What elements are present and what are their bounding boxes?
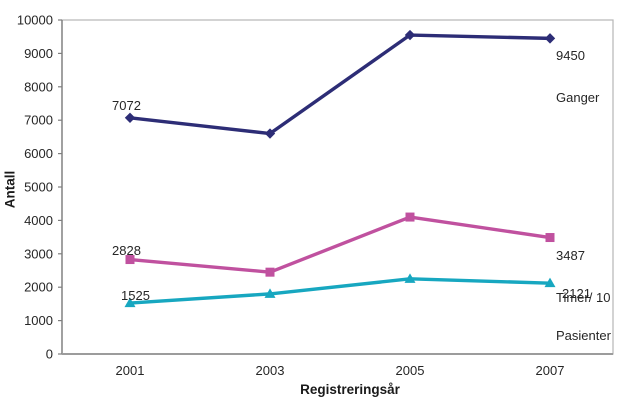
end-label-ganger-series: Ganger (556, 90, 600, 105)
x-tick-label: 2005 (396, 363, 425, 378)
plot-frame (61, 19, 614, 355)
y-tick-label: 9000 (24, 46, 53, 61)
series-line-pasienter (128, 277, 552, 305)
marker-timer (125, 255, 135, 265)
marker-ganger (404, 29, 416, 41)
marker-ganger (264, 128, 276, 139)
marker-pasienter (124, 297, 136, 308)
y-tick-label: 4000 (24, 213, 53, 228)
y-tick-label: 1000 (24, 313, 53, 328)
marker-ganger (124, 112, 136, 123)
marker-timer (545, 233, 555, 243)
marker-timer (405, 212, 415, 222)
x-tick-label: 2003 (256, 363, 285, 378)
end-label-pasienter-value: 2121 (562, 286, 591, 301)
marker-pasienter (264, 288, 276, 298)
marker-timer (265, 267, 275, 277)
end-label-ganger-value: 9450 (556, 48, 585, 63)
series-line-timer (128, 215, 552, 274)
y-tick-label: 7000 (24, 113, 53, 128)
end-label-pasienter-series: Pasienter (556, 328, 611, 343)
start-label-timer: 2828 (112, 243, 141, 258)
y-tick-label: 6000 (24, 146, 53, 161)
end-label-timer-value: 3487 (556, 248, 585, 263)
end-label-pasienter: 2121 Pasienter (556, 259, 611, 371)
start-label-ganger: 7072 (112, 98, 141, 113)
end-label-ganger: 9450 Ganger (556, 21, 599, 133)
end-label-timer-series: Timer/ 10 (556, 290, 611, 305)
y-tick-label: 0 (46, 347, 53, 362)
start-label-pasienter: 1525 (121, 288, 150, 303)
x-tick-label: 2001 (116, 363, 145, 378)
y-tick-label: 10000 (17, 13, 53, 28)
y-tick-label: 8000 (24, 79, 53, 94)
marker-pasienter (404, 273, 416, 283)
y-axis-title: Antall (2, 170, 18, 209)
marker-pasienter (544, 277, 556, 288)
x-tick-label: 2007 (536, 363, 565, 378)
y-tick-label: 5000 (24, 180, 53, 195)
series-line-ganger (128, 33, 552, 136)
y-tick-label: 3000 (24, 246, 53, 261)
marker-ganger (544, 33, 556, 44)
y-tick-label: 2000 (24, 280, 53, 295)
x-axis-title: Registreringsår (300, 382, 400, 397)
end-label-timer: 3487 Timer/ 10 (556, 221, 610, 333)
